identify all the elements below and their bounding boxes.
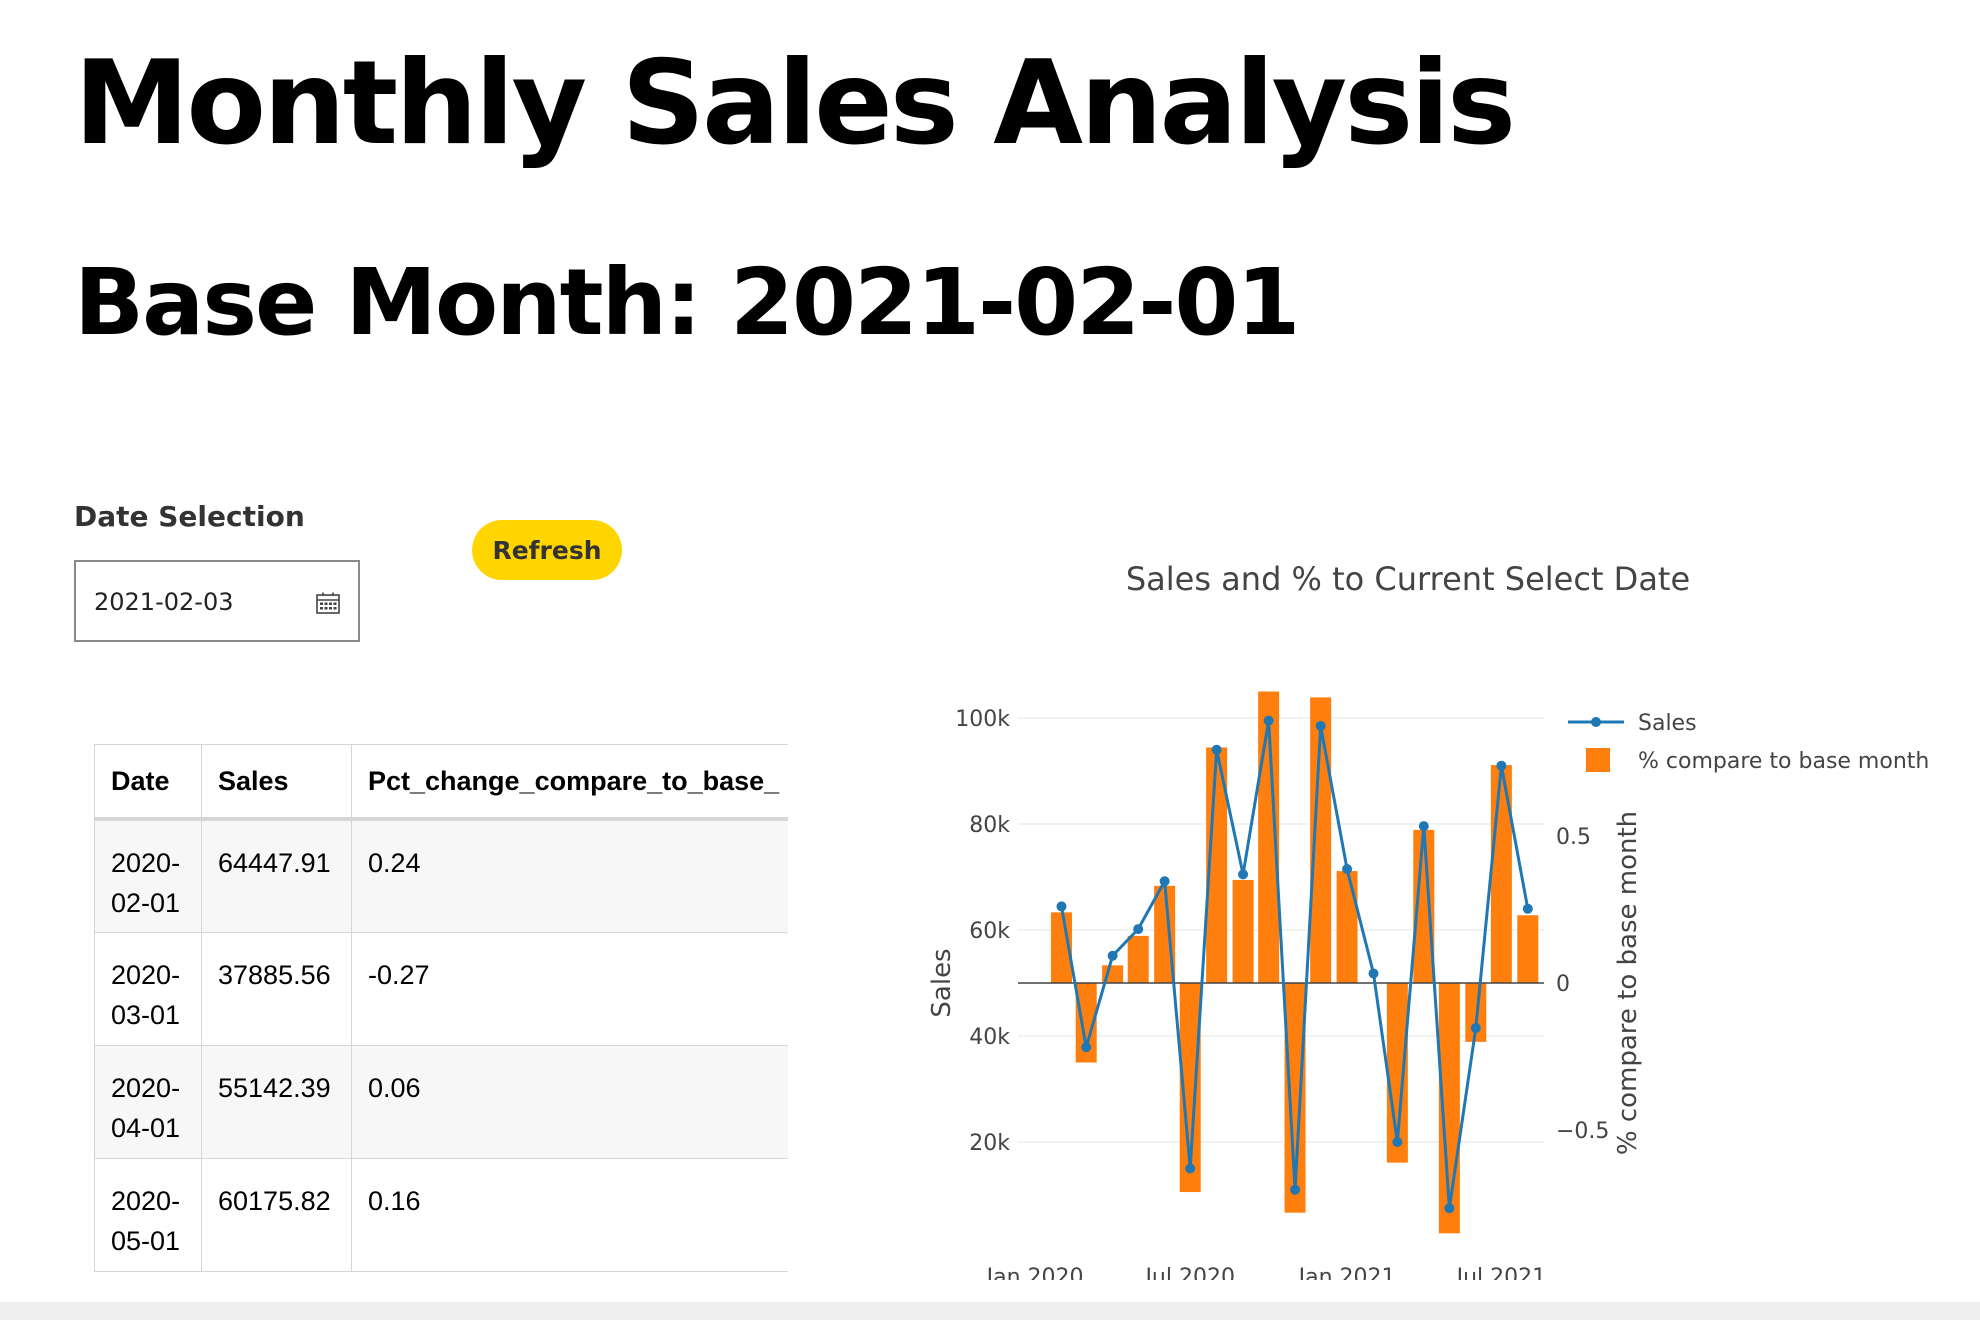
sales-point [1159,876,1170,887]
y2-tick-label: 0.5 [1556,825,1591,850]
cell-date: 2020-02-01 [94,818,202,933]
x-tick-label: Jan 2020 [985,1265,1084,1280]
date-picker[interactable] [74,560,360,642]
cell-pct: 0.24 [351,818,788,933]
column-header-pct-change[interactable]: Pct_change_compare_to_base_ [351,744,788,821]
table-row: 2020-04-01 55142.39 0.06 [94,1044,788,1159]
y-axis-title: Sales [927,948,957,1017]
y2-tick-label: −0.5 [1556,1119,1609,1144]
pct-bar [1310,697,1332,983]
sales-point [1185,1163,1196,1174]
legend-sales-marker [1591,717,1601,727]
table-row: 2020-05-01 60175.82 0.16 [94,1157,788,1272]
sales-point [1444,1203,1455,1214]
data-table: Date Sales Pct_change_compare_to_base_ 2… [94,744,788,1272]
sales-point [1522,903,1533,914]
pct-bar [1075,983,1097,1063]
cell-date: 2020-03-01 [94,931,202,1046]
y-tick-label: 80k [969,813,1010,838]
sales-point [1107,950,1118,961]
pct-bar [1127,935,1149,983]
page-title: Monthly Sales Analysis [74,36,1516,171]
horizontal-scrollbar[interactable] [0,1302,1980,1320]
column-header-sales[interactable]: Sales [201,744,352,821]
column-header-date[interactable]: Date [94,744,202,821]
sales-point [1368,968,1379,979]
pct-bar [1232,879,1254,983]
date-input[interactable] [94,580,294,624]
cell-date: 2020-05-01 [94,1157,202,1272]
y-tick-label: 20k [969,1131,1010,1156]
x-tick-label: Jul 2020 [1143,1265,1235,1280]
sales-point [1470,1023,1481,1034]
cell-date: 2020-04-01 [94,1044,202,1159]
pct-bar [1517,915,1539,983]
x-tick-label: Jan 2021 [1297,1265,1396,1280]
legend-pct-label: % compare to base month [1638,749,1929,774]
refresh-button[interactable]: Refresh [472,520,622,580]
cell-sales: 60175.82 [201,1157,352,1272]
legend-pct-swatch [1586,748,1610,772]
pct-bar [1258,691,1280,983]
pct-bar [1336,871,1358,983]
sales-point [1496,760,1507,771]
calendar-icon[interactable] [316,592,340,614]
sales-point [1263,715,1274,726]
base-month-heading: Base Month: 2021-02-01 [74,249,1300,356]
y-tick-label: 60k [969,919,1010,944]
cell-sales: 55142.39 [201,1044,352,1159]
sales-point [1238,869,1249,880]
cell-sales: 64447.91 [201,818,352,933]
chart-title: Sales and % to Current Select Date [1126,560,1690,598]
sales-point [1290,1184,1301,1195]
pct-bar [1179,983,1201,1193]
sales-point [1081,1042,1092,1053]
x-tick-label: Jul 2021 [1455,1265,1547,1280]
sales-point [1056,901,1067,912]
cell-pct: 0.06 [351,1044,788,1159]
date-selection-label: Date Selection [74,500,305,533]
pct-bar [1465,983,1487,1042]
pct-bar [1413,829,1435,983]
pct-bar [1154,885,1176,983]
cell-pct: -0.27 [351,931,788,1046]
sales-point [1133,924,1144,935]
cell-pct: 0.16 [351,1157,788,1272]
pct-bar [1206,747,1228,983]
table-row: 2020-02-01 64447.91 0.24 [94,818,788,933]
data-table-container[interactable]: Date Sales Pct_change_compare_to_base_ 2… [94,744,788,1304]
sales-point [1342,864,1353,875]
sales-chart[interactable]: 20k 40k 60k 80k 100k −0.5 0 0.5 Jan 2020 Jul 2020… [900,540,1980,1280]
y2-tick-label: 0 [1556,972,1570,997]
sales-point [1211,744,1222,755]
sales-point [1315,720,1326,731]
table-header-row: Date Sales Pct_change_compare_to_base_ [94,744,788,821]
y-tick-label: 100k [955,707,1010,732]
sales-point [1392,1137,1403,1147]
sales-point [1418,821,1429,832]
y-tick-label: 40k [969,1025,1010,1050]
pct-bar [1386,983,1408,1163]
y2-axis-title: % compare to base month [1613,811,1643,1155]
legend-sales-label: Sales [1638,711,1697,736]
cell-sales: 37885.56 [201,931,352,1046]
pct-bar [1284,983,1306,1213]
table-row: 2020-03-01 37885.56 -0.27 [94,931,788,1046]
